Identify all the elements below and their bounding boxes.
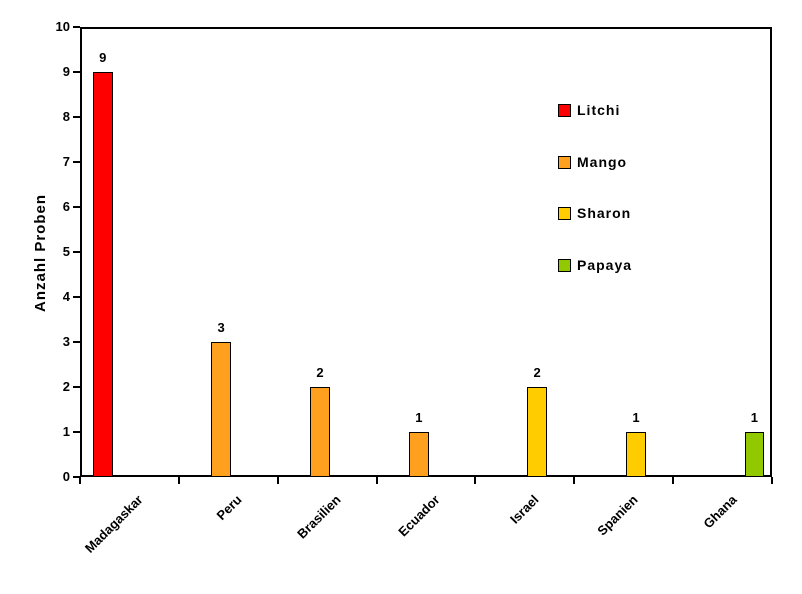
y-axis-tick bbox=[73, 71, 80, 73]
y-axis-tick bbox=[73, 161, 80, 163]
bar-value-label: 9 bbox=[99, 50, 107, 65]
x-axis-tick bbox=[177, 477, 180, 484]
bar-madagaskar-litchi bbox=[93, 72, 113, 477]
plot-area bbox=[80, 27, 772, 477]
y-axis-tick-label: 5 bbox=[62, 244, 70, 259]
x-axis-tick bbox=[672, 477, 675, 484]
y-axis-tick bbox=[73, 476, 80, 478]
bar-value-label: 2 bbox=[533, 365, 541, 380]
x-axis-tick bbox=[79, 477, 81, 484]
x-axis-tick bbox=[771, 477, 773, 484]
x-axis-label-israel: Israel bbox=[506, 492, 542, 527]
bar-peru-mango bbox=[211, 342, 231, 477]
y-axis-tick-label: 8 bbox=[62, 109, 70, 124]
y-axis-tick bbox=[73, 206, 80, 208]
y-axis-tick-label: 9 bbox=[62, 64, 70, 79]
bar-ecuador-mango bbox=[409, 432, 429, 477]
x-axis-label-spanien: Spanien bbox=[593, 492, 641, 539]
y-axis-tick bbox=[73, 251, 80, 253]
y-axis-tick-label: 7 bbox=[62, 154, 70, 169]
y-axis-tick bbox=[73, 386, 80, 388]
x-axis-tick bbox=[276, 477, 279, 484]
legend-swatch-litchi bbox=[558, 104, 571, 117]
x-axis-label-peru: Peru bbox=[213, 492, 245, 524]
bar-value-label: 3 bbox=[217, 320, 225, 335]
x-axis-tick bbox=[474, 477, 477, 484]
x-axis-tick bbox=[375, 477, 378, 484]
legend-swatch-papaya bbox=[558, 259, 571, 273]
x-axis-label-ghana: Ghana bbox=[699, 492, 740, 532]
bar-brasilien-mango bbox=[310, 387, 330, 477]
bar-israel-sharon bbox=[527, 387, 547, 477]
legend-label-litchi: Litchi bbox=[577, 102, 621, 118]
y-axis-tick bbox=[73, 341, 80, 343]
y-axis-tick-label: 1 bbox=[62, 424, 70, 439]
y-axis-tick-label: 6 bbox=[62, 199, 70, 214]
bar-value-label: 1 bbox=[750, 410, 758, 425]
y-axis-tick bbox=[73, 26, 80, 28]
legend-swatch-mango bbox=[558, 155, 571, 169]
bar-value-label: 1 bbox=[632, 410, 640, 425]
legend-label-sharon: Sharon bbox=[577, 205, 632, 222]
legend-swatch-sharon bbox=[558, 207, 571, 221]
y-axis-tick bbox=[73, 116, 80, 118]
y-axis-tick-label: 4 bbox=[62, 289, 70, 304]
y-axis-tick-label: 10 bbox=[55, 19, 70, 34]
y-axis-tick-label: 0 bbox=[62, 469, 70, 484]
bar-ghana-papaya bbox=[744, 432, 765, 477]
x-axis-label-ecuador: Ecuador bbox=[395, 492, 443, 540]
legend-label-papaya: Papaya bbox=[577, 257, 633, 274]
x-axis-tick bbox=[573, 477, 576, 484]
y-axis-tick bbox=[73, 296, 80, 298]
y-axis-tick bbox=[73, 431, 80, 433]
bar-value-label: 2 bbox=[316, 365, 324, 380]
y-axis-tick-label: 2 bbox=[62, 379, 70, 394]
y-axis-tick-label: 3 bbox=[62, 334, 70, 349]
bar-spanien-sharon bbox=[626, 432, 646, 477]
legend-label-mango: Mango bbox=[577, 153, 628, 170]
x-axis-label-brasilien: Brasilien bbox=[294, 492, 344, 542]
x-axis-label-madagaskar: Madagaskar bbox=[82, 492, 147, 556]
bar-value-label: 1 bbox=[415, 410, 423, 425]
